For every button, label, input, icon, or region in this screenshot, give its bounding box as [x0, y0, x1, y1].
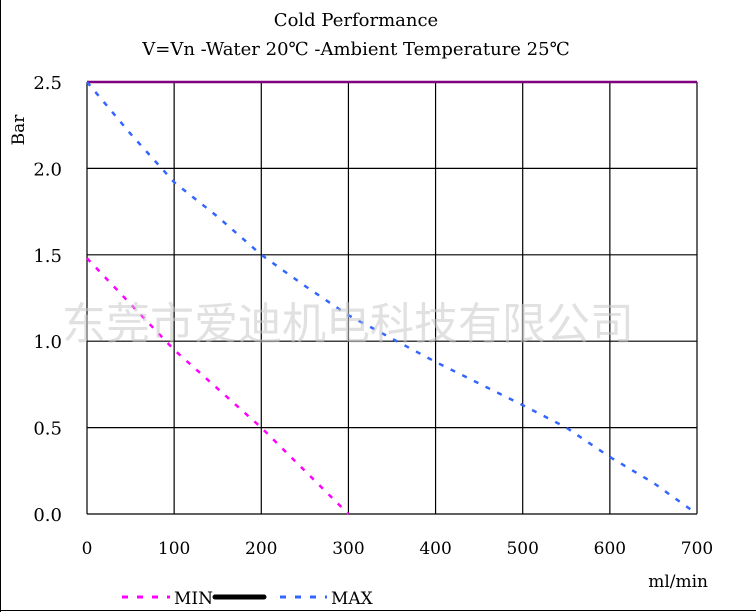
series-line-min	[86, 257, 350, 515]
x-tick-label: 0	[82, 539, 93, 559]
x-axis-label: ml/min	[648, 572, 708, 592]
y-tick-label: 0.5	[33, 419, 62, 440]
y-tick-label: 1.5	[33, 246, 62, 267]
y-tick-label: 0.0	[33, 505, 62, 526]
legend-label-max: MAX	[331, 589, 374, 609]
y-tick-label: 2.0	[33, 159, 62, 180]
x-tick-label: 200	[245, 539, 277, 559]
x-tick-label: 700	[681, 539, 713, 559]
chart-title: Cold Performance	[274, 10, 438, 31]
x-tick-label: 500	[506, 539, 538, 559]
y-axis-label: Bar	[9, 114, 29, 146]
chart-subtitle: V=Vn -Water 20℃ -Ambient Temperature 25℃	[141, 39, 569, 60]
x-tick-label: 400	[419, 539, 451, 559]
x-tick-label: 300	[332, 539, 364, 559]
legend-label-min: MIN	[174, 589, 213, 609]
series-line-max	[86, 81, 698, 516]
watermark: 东莞市爱迪机电科技有限公司	[62, 299, 634, 350]
y-tick-label: 2.5	[33, 73, 62, 94]
x-tick-label: 100	[158, 539, 190, 559]
y-tick-label: 1.0	[33, 332, 62, 353]
x-tick-label: 600	[594, 539, 626, 559]
